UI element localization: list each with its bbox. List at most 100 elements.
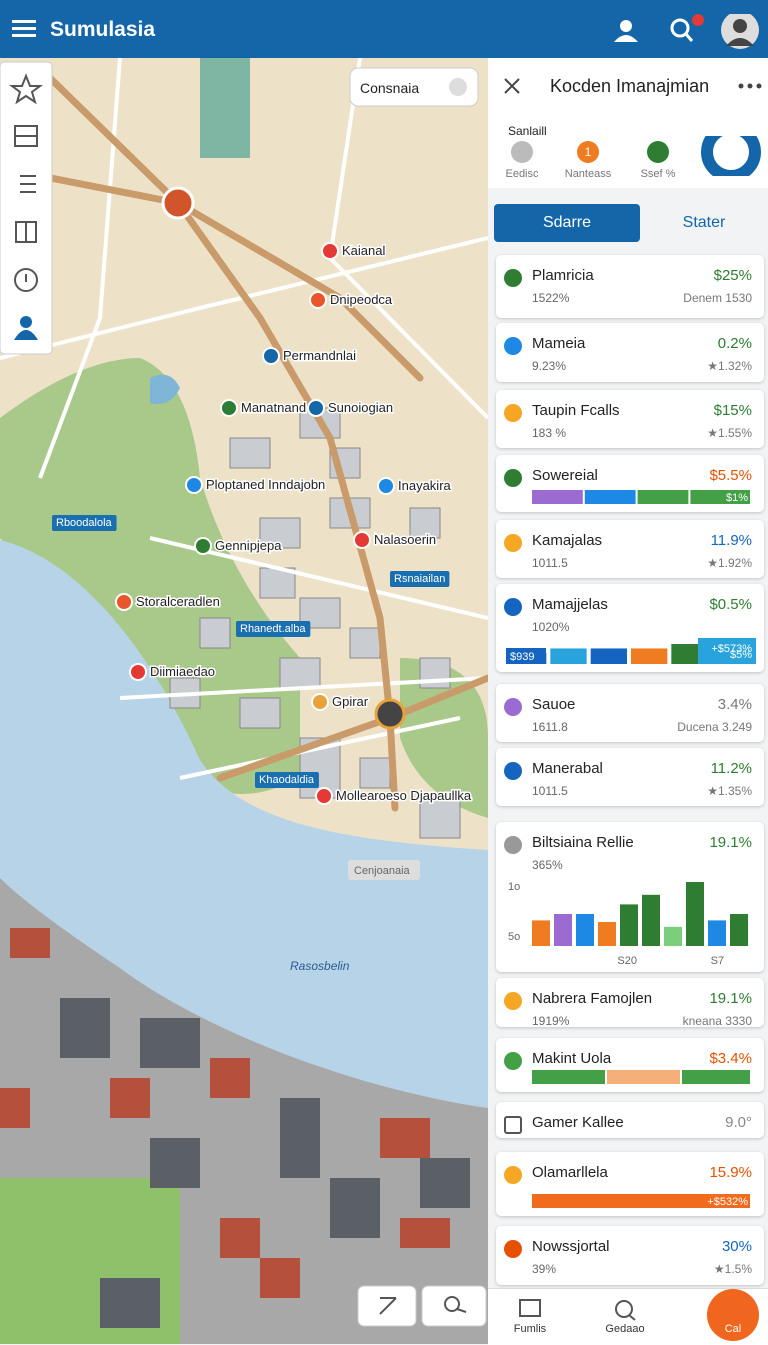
segment (682, 1070, 750, 1084)
chart-bar (730, 914, 748, 946)
card-icon (504, 469, 522, 487)
card-name: Kamajalas (532, 532, 603, 549)
chart-bar (598, 922, 616, 946)
card[interactable]: Taupin Fcalls $15% 183 % ★1.55% (496, 390, 764, 448)
card[interactable]: Manerabal 11.2% 1011.5 ★1.35% (496, 748, 764, 806)
card-value: 9.0° (725, 1114, 752, 1131)
menu-button[interactable] (12, 20, 36, 38)
search-button[interactable] (670, 14, 704, 42)
map-label: Sunoiogian (328, 400, 393, 415)
close-button[interactable] (504, 78, 520, 94)
panel-header (488, 58, 768, 188)
map-chip: Cenjoanaia (354, 865, 411, 877)
card-icon (504, 404, 522, 422)
tool-rail (0, 61, 53, 355)
card-value: 11.9% (710, 532, 752, 549)
card-name: Nabrera Famojlen (532, 990, 653, 1007)
map-badge-bg (52, 515, 117, 531)
section-label: Sanlaill (508, 124, 547, 138)
card[interactable]: Makint Uola $3.4% (496, 1038, 764, 1092)
chart-label: $5% (730, 649, 752, 661)
card-note: Denem 1530 (683, 291, 752, 305)
card-note: ★1.5% (713, 1262, 752, 1276)
chart-bar (550, 648, 587, 664)
map-pin (220, 399, 238, 417)
map-badge: Rsnaiailan (394, 573, 445, 585)
map[interactable]: Consnaia Kaianal Dnipeodca Permandnlai Mana… (0, 58, 488, 1344)
nav-icon (519, 1299, 541, 1317)
card[interactable]: Sauoe 3.4% 1611.8 Ducena 3.249 (496, 684, 764, 742)
card-sub: 9.23% (532, 359, 567, 373)
card-icon (504, 1052, 522, 1070)
card-value: $0.5% (709, 596, 752, 613)
map-pin (129, 663, 147, 681)
bar-label: $1% (726, 492, 748, 504)
map-buttons[interactable] (357, 1285, 487, 1327)
chart-label: +$573% (711, 643, 752, 655)
map-pin (377, 477, 395, 495)
card-name: Makint Uola (532, 1050, 612, 1067)
card[interactable]: Nabrera Famojlen 19.1% 1919% kneana 3330 (496, 978, 764, 1028)
chart-label: $939 (510, 651, 534, 663)
chart-bar (664, 926, 682, 946)
card-note: ★1.92% (707, 556, 752, 570)
card[interactable]: Olamarllela 15.9% +$532% (496, 1152, 764, 1216)
card-value: 30% (721, 1238, 752, 1255)
stat-label: Eedisc (505, 168, 539, 180)
search-pill[interactable] (349, 67, 479, 107)
nav-item[interactable]: Cal (724, 1323, 742, 1335)
chart-bar (554, 914, 572, 946)
segment (532, 490, 583, 504)
card[interactable]: Biltsiaina Rellie 19.1% 365% 1o 5o S20 S7 (496, 822, 764, 972)
map-pin (315, 787, 333, 805)
card[interactable]: Kamajalas 11.9% 1011.5 ★1.92% (496, 520, 764, 578)
card-value: 15.9% (709, 1164, 752, 1181)
tab-active[interactable]: Sdarre (494, 204, 640, 242)
card[interactable]: Mameia 0.2% 9.23% ★1.32% (496, 323, 764, 382)
card[interactable]: Plamricia $25% 1522% Denem 1530 (496, 255, 764, 318)
card-name: Olamarllela (532, 1164, 608, 1181)
more-button[interactable] (738, 82, 762, 90)
card[interactable]: Mamajjelas $0.5% 1020% $939 +$573% $5% (496, 584, 764, 672)
map-label: Nalasoerin (374, 532, 436, 547)
card[interactable]: Gamer Kallee 9.0° (496, 1102, 764, 1138)
card-value: $5.5% (709, 467, 752, 484)
card-name: Mameia (532, 335, 586, 352)
nav-item[interactable]: Gedaao (605, 1323, 645, 1335)
map-pin (194, 537, 212, 555)
panel-title: Kocden Imanajmian (550, 76, 710, 96)
map-pin (185, 476, 203, 494)
map-label: Dnipeodca (330, 292, 393, 307)
top-actions (614, 14, 759, 49)
card-sub: 183 % (532, 426, 567, 440)
card[interactable]: Sowereial $5.5% $1% (496, 455, 764, 512)
map-label: Gennipjepa (215, 538, 282, 553)
map-pin (307, 399, 325, 417)
fab[interactable] (707, 1289, 759, 1341)
map-label: Ploptaned Inndajobn (206, 477, 325, 492)
map-chip-bg (348, 860, 420, 880)
segment (690, 490, 750, 504)
nav-item[interactable]: Fumlis (513, 1323, 547, 1335)
map-badge-bg (255, 772, 319, 788)
nav-icon (615, 1300, 636, 1321)
card-value: $3.4% (709, 1050, 752, 1067)
chart-label: S20 (617, 955, 637, 967)
stat-label: Ssef % (640, 168, 676, 180)
card-name: Taupin Fcalls (532, 402, 620, 419)
card-sub: 1011.5 (532, 556, 568, 570)
map-label: Storalceradlen (136, 594, 220, 609)
profile-button[interactable] (614, 20, 638, 42)
card-name: Gamer Kallee (532, 1114, 624, 1131)
card-note: kneana 3330 (682, 1014, 752, 1028)
card[interactable]: Nowssjortal 30% 39% ★1.5% (496, 1226, 764, 1285)
chart-bar (590, 648, 627, 664)
card-value: 3.4% (717, 696, 752, 713)
avatar[interactable] (721, 14, 759, 49)
chart-label-bg (698, 638, 756, 664)
map-pin (262, 347, 280, 365)
chart-label: 5o (508, 931, 520, 943)
app-bar: Sumulasia (0, 0, 768, 58)
card-icon (504, 762, 522, 780)
tab[interactable]: Stater (682, 214, 726, 231)
